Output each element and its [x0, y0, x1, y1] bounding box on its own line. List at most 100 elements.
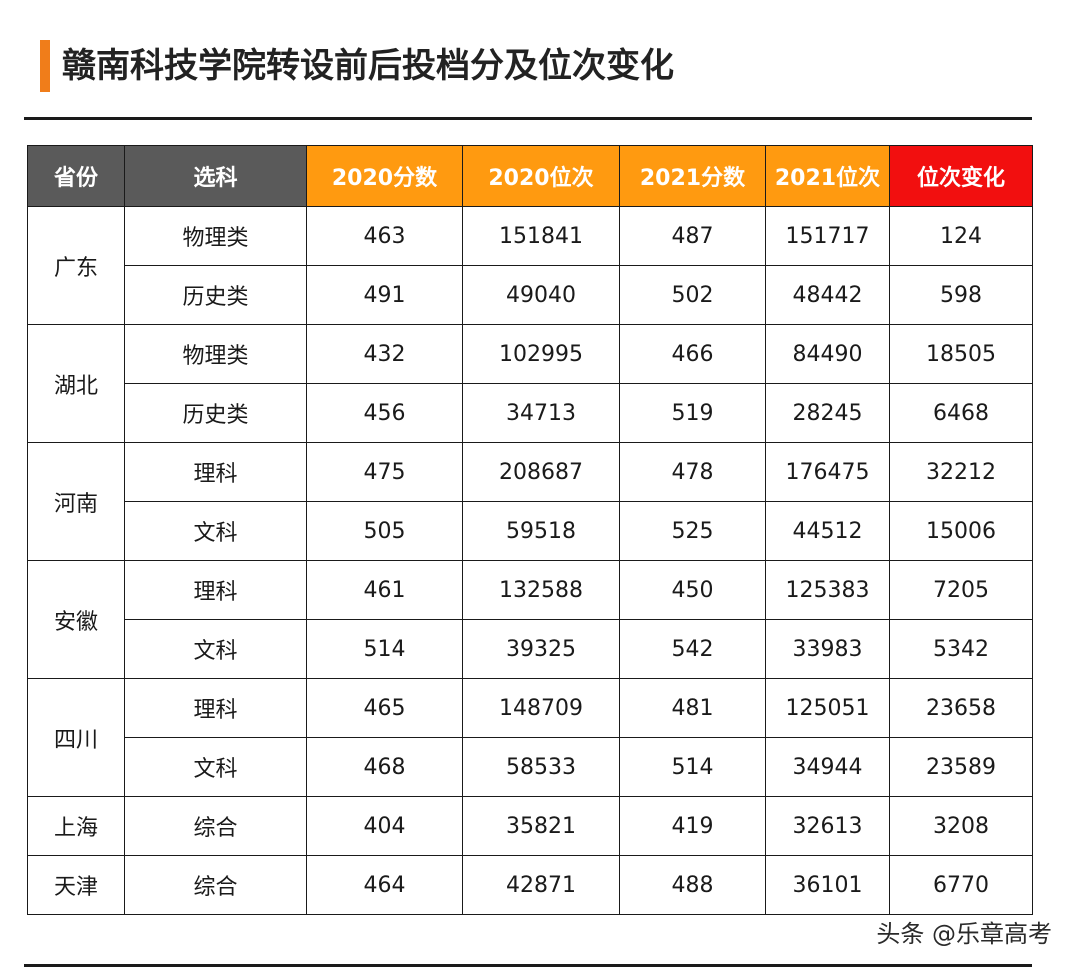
rank-2020-cell: 132588: [462, 560, 620, 620]
rank-change-cell: 598: [889, 265, 1033, 325]
subject-cell: 理科: [124, 560, 307, 620]
table-row: 文科 505 59518 525 44512 15006: [28, 501, 1033, 561]
source-watermark: 头条 @乐章高考: [876, 920, 1052, 948]
header-score-2021: 2021分数: [619, 145, 766, 207]
rank-2021-cell: 84490: [765, 324, 890, 384]
rank-2020-cell: 35821: [462, 796, 620, 856]
table-row: 安徽 理科 461 132588 450 125383 7205: [27, 560, 1033, 679]
score-2021-cell: 525: [619, 501, 766, 561]
admission-table: 省份 选科 2020分数 2020位次 2021分数 2021位次 位次变化 广…: [27, 145, 1033, 915]
province-cell: 湖北: [27, 324, 125, 443]
rank-2021-cell: 44512: [765, 501, 890, 561]
table-header-row: 省份 选科 2020分数 2020位次 2021分数 2021位次 位次变化: [27, 145, 1033, 207]
table-row: 历史类 456 34713 519 28245 6468: [28, 383, 1033, 443]
score-2020-cell: 461: [306, 560, 463, 620]
score-2020-cell: 404: [306, 796, 463, 856]
score-2021-cell: 519: [619, 383, 766, 443]
footer-divider: [24, 964, 1032, 967]
table-row: 文科 468 58533 514 34944 23589: [28, 737, 1033, 797]
rank-2020-cell: 148709: [462, 678, 620, 738]
rank-2020-cell: 59518: [462, 501, 620, 561]
rank-2020-cell: 42871: [462, 855, 620, 915]
score-2020-cell: 456: [306, 383, 463, 443]
score-2021-cell: 502: [619, 265, 766, 325]
rank-change-cell: 15006: [889, 501, 1033, 561]
subject-cell: 理科: [124, 678, 307, 738]
page-title: 赣南科技学院转设前后投档分及位次变化: [62, 46, 674, 86]
header-subject: 选科: [124, 145, 307, 207]
rank-2020-cell: 208687: [462, 442, 620, 502]
score-2021-cell: 419: [619, 796, 766, 856]
rank-change-cell: 3208: [889, 796, 1033, 856]
province-cell: 河南: [27, 442, 125, 561]
subject-cell: 综合: [124, 796, 307, 856]
score-2020-cell: 468: [306, 737, 463, 797]
rank-change-cell: 124: [889, 206, 1033, 266]
score-2020-cell: 465: [306, 678, 463, 738]
header-rank-2021: 2021位次: [765, 145, 890, 207]
rank-change-cell: 5342: [889, 619, 1033, 679]
score-2021-cell: 542: [619, 619, 766, 679]
table-row: 文科 514 39325 542 33983 5342: [28, 619, 1033, 679]
rank-2021-cell: 151717: [765, 206, 890, 266]
rank-2020-cell: 34713: [462, 383, 620, 443]
score-2021-cell: 478: [619, 442, 766, 502]
table-row: 湖北 物理类 432 102995 466 84490 18505: [27, 324, 1033, 443]
province-cell: 四川: [27, 678, 125, 797]
score-2020-cell: 463: [306, 206, 463, 266]
rank-2020-cell: 151841: [462, 206, 620, 266]
score-2021-cell: 488: [619, 855, 766, 915]
title-accent-bar: [40, 40, 50, 92]
rank-2021-cell: 33983: [765, 619, 890, 679]
rank-change-cell: 18505: [889, 324, 1033, 384]
score-2020-cell: 491: [306, 265, 463, 325]
rank-change-cell: 23658: [889, 678, 1033, 738]
province-cell: 天津: [27, 855, 125, 915]
subject-cell: 历史类: [124, 383, 307, 443]
rank-2021-cell: 36101: [765, 855, 890, 915]
table-row: 四川 理科 465 148709 481 125051 23658: [27, 678, 1033, 797]
rank-2020-cell: 102995: [462, 324, 620, 384]
header-rank-change: 位次变化: [889, 145, 1033, 207]
rank-2021-cell: 125383: [765, 560, 890, 620]
rank-2021-cell: 176475: [765, 442, 890, 502]
subject-cell: 综合: [124, 855, 307, 915]
rank-2021-cell: 48442: [765, 265, 890, 325]
rank-2020-cell: 39325: [462, 619, 620, 679]
subject-cell: 文科: [124, 737, 307, 797]
province-cell: 安徽: [27, 560, 125, 679]
header-score-2020: 2020分数: [306, 145, 463, 207]
score-2020-cell: 464: [306, 855, 463, 915]
rank-change-cell: 6770: [889, 855, 1033, 915]
rank-change-cell: 6468: [889, 383, 1033, 443]
rank-2020-cell: 58533: [462, 737, 620, 797]
rank-change-cell: 32212: [889, 442, 1033, 502]
subject-cell: 物理类: [124, 324, 307, 384]
subject-cell: 理科: [124, 442, 307, 502]
rank-2021-cell: 34944: [765, 737, 890, 797]
score-2021-cell: 487: [619, 206, 766, 266]
province-cell: 上海: [27, 796, 125, 856]
subject-cell: 物理类: [124, 206, 307, 266]
header-rank-2020: 2020位次: [462, 145, 620, 207]
table-row: 广东 物理类 463 151841 487 151717 124: [27, 206, 1033, 325]
score-2020-cell: 432: [306, 324, 463, 384]
rank-2021-cell: 125051: [765, 678, 890, 738]
subject-cell: 历史类: [124, 265, 307, 325]
score-2020-cell: 514: [306, 619, 463, 679]
rank-2020-cell: 49040: [462, 265, 620, 325]
score-2021-cell: 450: [619, 560, 766, 620]
score-2021-cell: 514: [619, 737, 766, 797]
rank-2021-cell: 32613: [765, 796, 890, 856]
score-2021-cell: 466: [619, 324, 766, 384]
score-2020-cell: 505: [306, 501, 463, 561]
title-divider: [24, 117, 1032, 120]
subject-cell: 文科: [124, 501, 307, 561]
header-province: 省份: [27, 145, 125, 207]
table-row: 天津 综合 464 42871 488 36101 6770: [27, 855, 1033, 915]
subject-cell: 文科: [124, 619, 307, 679]
score-2021-cell: 481: [619, 678, 766, 738]
score-2020-cell: 475: [306, 442, 463, 502]
rank-change-cell: 23589: [889, 737, 1033, 797]
rank-2021-cell: 28245: [765, 383, 890, 443]
